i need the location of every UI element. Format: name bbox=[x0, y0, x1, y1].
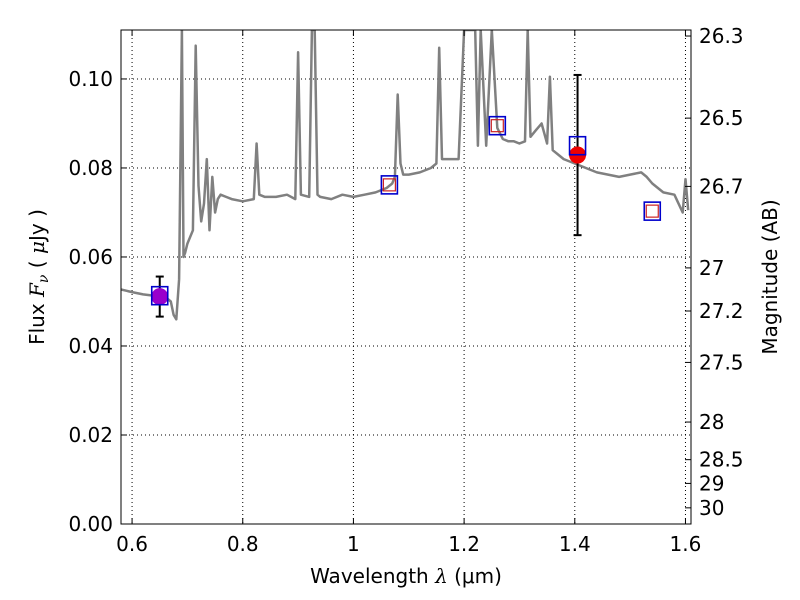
y-tick-label: 0.04 bbox=[68, 334, 113, 358]
y2-tick-label: 26.3 bbox=[699, 24, 744, 48]
y2-tick-label: 28.5 bbox=[699, 448, 744, 472]
plot-frame bbox=[120, 29, 692, 525]
model-point-marker bbox=[643, 201, 662, 221]
y-tick-label: 0.02 bbox=[68, 423, 113, 447]
plot-area bbox=[121, 30, 690, 321]
x-axis-label: Wavelength λ (μm) bbox=[310, 564, 502, 588]
inner-square-marker bbox=[490, 119, 504, 133]
x-tick-label: 1 bbox=[347, 532, 360, 556]
x-tick-label: 1.4 bbox=[559, 532, 591, 556]
x-tick-label: 0.6 bbox=[116, 532, 148, 556]
y2-tick-label: 27.2 bbox=[699, 299, 744, 323]
model-spectrum-line bbox=[121, 30, 690, 321]
y2-tick-label: 30 bbox=[699, 496, 724, 520]
grid bbox=[121, 30, 691, 525]
x-tick-label: 1.6 bbox=[670, 532, 702, 556]
inner-square-marker bbox=[645, 204, 659, 218]
model-point-marker bbox=[380, 175, 399, 195]
y2-tick-label: 27.5 bbox=[699, 350, 744, 374]
observed-point bbox=[151, 288, 169, 306]
y-tick-label: 0.10 bbox=[68, 67, 113, 91]
y2-tick-label: 29 bbox=[699, 471, 724, 495]
y2-tick-label: 27 bbox=[699, 256, 724, 280]
y-axis-label: Flux Fν ( μJy ) bbox=[25, 209, 52, 345]
axis-ticks: 0.6 0.8 1 1.2 1.4 1.6 0.00 0.02 0.04 0.06 0.08 0.10… bbox=[68, 24, 743, 556]
y2-tick-label: 26.5 bbox=[699, 106, 744, 130]
model-point-marker bbox=[568, 135, 587, 156]
y-tick-label: 0.08 bbox=[68, 156, 113, 180]
model-point-marker bbox=[150, 285, 169, 306]
y2-axis-label: Magnitude (AB) bbox=[758, 199, 782, 354]
x-tick-label: 0.8 bbox=[227, 532, 259, 556]
y2-tick-label: 26.7 bbox=[699, 174, 744, 198]
model-point-marker bbox=[488, 115, 507, 136]
inner-square-marker bbox=[382, 178, 396, 192]
y2-tick-label: 28 bbox=[699, 410, 724, 434]
y-tick-label: 0.00 bbox=[68, 512, 113, 536]
y-tick-label: 0.06 bbox=[68, 245, 113, 269]
x-tick-label: 1.2 bbox=[448, 532, 480, 556]
